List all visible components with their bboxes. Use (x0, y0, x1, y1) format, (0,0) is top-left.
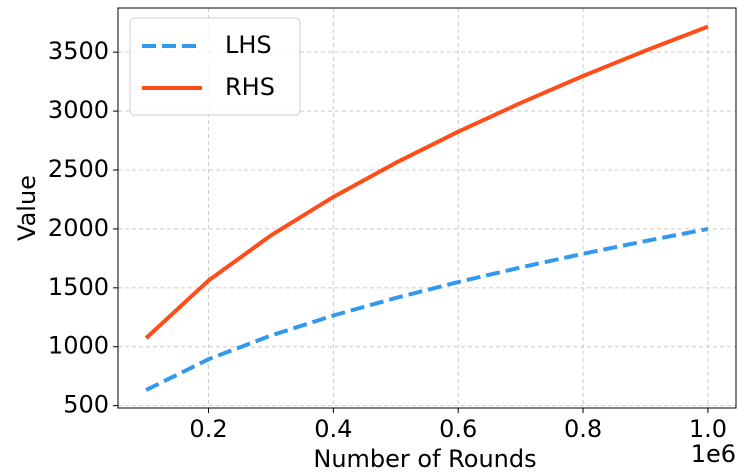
legend-label: RHS (225, 73, 275, 101)
x-tick-label: 1.0 (689, 415, 727, 443)
x-tick-label: 0.4 (314, 415, 352, 443)
x-tick-label: 0.2 (189, 415, 227, 443)
plot-frame (117, 7, 737, 409)
x-offset-label: 1e6 (691, 440, 736, 468)
legend-label: LHS (225, 31, 272, 59)
y-tick-label: 500 (63, 391, 109, 419)
y-tick-label: 3000 (48, 96, 109, 124)
x-tick-label: 0.8 (564, 415, 602, 443)
y-axis-label: Value (13, 175, 41, 241)
y-tick-label: 2000 (48, 214, 109, 242)
series-line (144, 24, 709, 340)
y-tick-label: 1500 (48, 273, 109, 301)
y-tick-label: 3500 (48, 37, 109, 65)
x-axis-label: Number of Rounds (313, 445, 536, 473)
x-tick-label: 0.6 (439, 415, 477, 443)
y-tick-label: 2500 (48, 155, 109, 183)
series-line (145, 226, 709, 392)
legend-box (129, 17, 301, 116)
y-tick-label: 1000 (48, 332, 109, 360)
